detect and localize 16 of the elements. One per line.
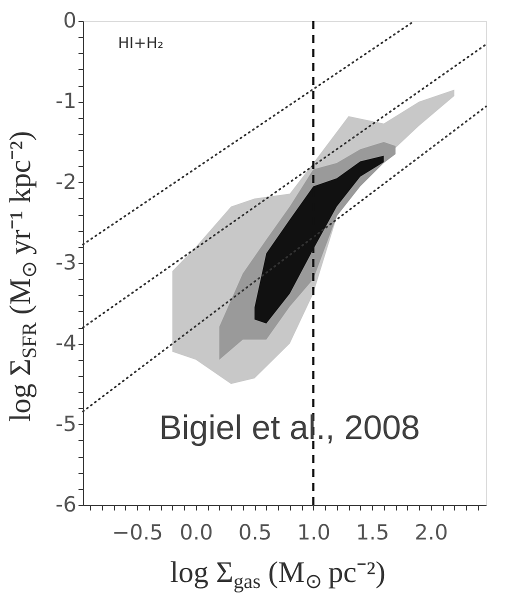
annotation: Bigiel et al., 2008 xyxy=(159,409,420,447)
y-tick-label: 0 xyxy=(63,8,76,32)
x-tick-label: 0.5 xyxy=(238,520,272,544)
x-tick-label: 1.5 xyxy=(356,520,390,544)
x-tick-label: 2.0 xyxy=(414,520,448,544)
y-tick-label: -2 xyxy=(56,170,76,194)
y-axis-title: log ΣSFR (M⊙ yr⁻¹ kpc⁻²) xyxy=(4,130,41,422)
y-tick-label: -1 xyxy=(56,89,76,114)
x-tick-label: 0.0 xyxy=(180,520,213,544)
y-tick-label: -6 xyxy=(56,492,76,516)
x-tick-label: 1.0 xyxy=(297,520,330,544)
y-tick-label: -4 xyxy=(56,331,76,356)
x-tick-label: −0.5 xyxy=(112,520,164,544)
y-tick-label: -5 xyxy=(56,412,76,436)
annotation: HI+H₂ xyxy=(118,34,164,52)
y-tick-label: -3 xyxy=(56,250,76,274)
